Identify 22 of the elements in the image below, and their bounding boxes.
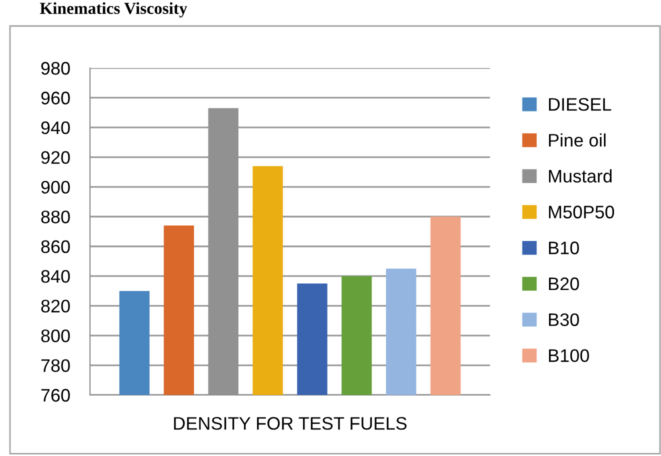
legend-label: Pine oil	[549, 133, 606, 147]
legend-label: Mustard	[549, 169, 612, 183]
y-tick-label: 880	[41, 210, 70, 224]
x-axis-title: DENSITY FOR TEST FUELS	[174, 417, 407, 430]
legend-label: B20	[549, 277, 579, 290]
y-tick-label: 980	[41, 62, 70, 75]
y-tick-label: 780	[41, 359, 70, 372]
legend-label: M50P50	[549, 206, 614, 218]
y-tick-label: 940	[41, 121, 70, 134]
y-tick-label: 840	[41, 270, 70, 283]
y-tick-label: 960	[41, 92, 70, 104]
legend-label: B100	[549, 349, 589, 362]
y-tick-label: 920	[41, 151, 70, 164]
y-tick-label: 820	[41, 300, 70, 313]
legend-label: B30	[549, 313, 579, 326]
legend-label: B10	[549, 242, 579, 254]
y-tick-label: 800	[41, 329, 70, 342]
legend-label: DIESEL	[549, 98, 612, 111]
y-tick-label: 900	[41, 180, 70, 194]
y-tick-label: 860	[41, 240, 70, 254]
text: Kinematics Viscosity	[40, 2, 188, 18]
y-tick-label: 760	[41, 388, 70, 402]
